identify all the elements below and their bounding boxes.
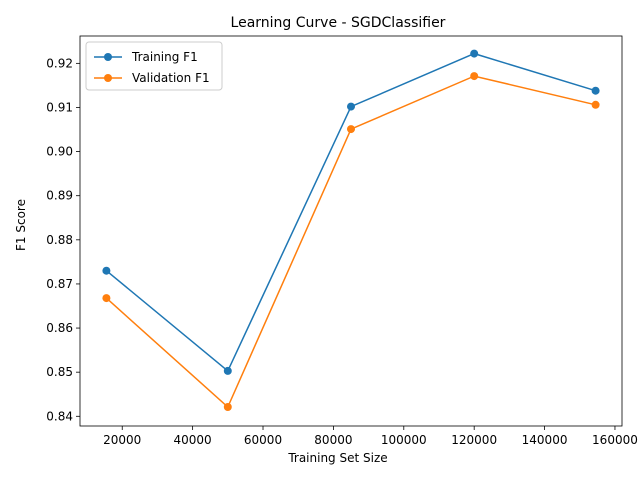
legend-marker-2 [104, 74, 112, 82]
series-2-point [102, 294, 111, 303]
series-2-point [591, 100, 600, 109]
series-2-point [223, 403, 232, 411]
series-line-1 [105, 52, 596, 373]
x-tick-label: 160000 [592, 433, 638, 447]
legend-marker-1 [104, 53, 112, 61]
x-axis-label: Training Set Size [287, 451, 387, 465]
legend-label-2: Validation F1 [132, 71, 210, 85]
legend: Training F1 Validation F1 [85, 41, 223, 91]
series-1-point [347, 102, 355, 111]
plot-area [102, 49, 600, 411]
y-tick-label: 0.86 [46, 321, 73, 335]
x-tick-label: 120000 [451, 433, 497, 447]
y-tick-label: 0.85 [46, 365, 73, 379]
series-1-point [102, 266, 111, 275]
y-tick-label: 0.89 [46, 189, 73, 203]
x-tick-label: 60000 [244, 433, 282, 447]
y-tick-label: 0.90 [46, 145, 73, 159]
x-tick-label: 20000 [103, 433, 141, 447]
x-tick-label: 100000 [381, 433, 427, 447]
y-tick-label: 0.92 [46, 56, 73, 70]
y-tick-label: 0.87 [46, 277, 73, 291]
axes-frame [79, 35, 623, 427]
y-axis-label: F1 Score [14, 199, 28, 251]
x-tick-label: 40000 [174, 433, 212, 447]
x-tick-label: 80000 [314, 433, 352, 447]
chart-title: Learning Curve - SGDClassifier [231, 15, 446, 31]
series-2-point [470, 72, 479, 81]
y-tick-label: 0.88 [46, 233, 73, 247]
y-tick-label: 0.84 [46, 409, 73, 423]
series-1-point [223, 366, 232, 375]
legend-label-1: Training F1 [131, 50, 198, 64]
series-1-point [470, 49, 479, 58]
axes: 20000 40000 60000 80000 100000 120000 140000 16… [46, 35, 638, 447]
y-tick-label: 0.91 [46, 100, 73, 114]
series-2-point [347, 125, 355, 134]
series-1-point [591, 86, 600, 95]
x-tick-label: 140000 [522, 433, 568, 447]
